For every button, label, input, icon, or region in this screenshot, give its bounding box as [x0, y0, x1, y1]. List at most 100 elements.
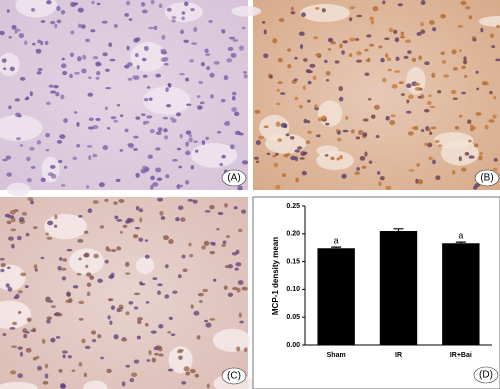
- nucleus: [148, 350, 152, 356]
- nucleus: [473, 143, 479, 148]
- nucleus: [40, 40, 44, 46]
- nucleus: [269, 74, 273, 79]
- nucleus: [414, 86, 421, 91]
- nucleus: [237, 185, 243, 191]
- lumen: [143, 86, 191, 115]
- nucleus: [429, 131, 433, 135]
- nucleus: [78, 318, 84, 321]
- nucleus: [87, 126, 94, 130]
- nucleus: [275, 121, 281, 127]
- nucleus: [145, 300, 150, 304]
- nucleus: [408, 169, 415, 172]
- nucleus: [200, 62, 205, 67]
- nucleus: [60, 63, 67, 69]
- nucleus: [306, 120, 311, 124]
- nucleus: [137, 319, 142, 325]
- nucleus: [167, 368, 174, 372]
- y-axis-label: MCP-1 density mean: [271, 237, 280, 315]
- nucleus: [458, 156, 462, 162]
- nucleus: [113, 119, 119, 123]
- nucleus: [91, 0, 95, 5]
- nucleus: [186, 103, 192, 106]
- nucleus: [10, 217, 16, 223]
- nucleus: [183, 366, 190, 372]
- nucleus: [231, 95, 236, 101]
- nucleus: [364, 72, 370, 77]
- nucleus: [178, 355, 183, 360]
- nucleus: [290, 6, 295, 11]
- nucleus: [369, 16, 375, 21]
- nucleus: [24, 284, 29, 289]
- bar: [317, 248, 355, 345]
- nucleus: [313, 104, 318, 109]
- nucleus: [108, 42, 112, 47]
- nucleus: [172, 290, 178, 294]
- nucleus: [125, 311, 130, 316]
- nucleus: [272, 155, 277, 158]
- nucleus: [345, 115, 349, 120]
- nucleus: [31, 8, 36, 12]
- nucleus: [254, 109, 261, 114]
- nucleus: [468, 15, 473, 20]
- x-tick-label: IR: [395, 352, 402, 359]
- lumen: [300, 4, 350, 22]
- nucleus: [90, 29, 96, 33]
- nucleus: [190, 304, 194, 309]
- nucleus: [128, 18, 133, 21]
- nucleus: [407, 131, 414, 136]
- nucleus: [144, 323, 149, 327]
- nucleus: [454, 125, 460, 130]
- nucleus: [82, 54, 87, 60]
- nucleus: [140, 2, 146, 7]
- nucleus: [151, 357, 157, 363]
- nucleus: [152, 182, 159, 187]
- nucleus: [153, 25, 158, 31]
- nucleus: [10, 370, 17, 375]
- nucleus: [32, 42, 36, 46]
- nucleus: [146, 86, 151, 89]
- nucleus: [193, 140, 198, 143]
- nucleus: [149, 128, 155, 134]
- nucleus: [92, 56, 99, 60]
- nucleus: [133, 135, 139, 139]
- nucleus: [83, 230, 89, 234]
- nucleus: [349, 6, 356, 10]
- nucleus: [185, 150, 191, 156]
- nucleus: [429, 105, 436, 109]
- nucleus: [6, 266, 11, 270]
- nucleus: [125, 261, 130, 267]
- nucleus: [172, 158, 178, 162]
- nucleus: [83, 372, 87, 378]
- nucleus: [205, 136, 209, 140]
- x-tick-label: IR+Bai: [450, 352, 472, 359]
- nucleus: [440, 13, 446, 19]
- nucleus: [216, 130, 222, 134]
- nucleus: [205, 322, 212, 328]
- nucleus: [198, 80, 204, 85]
- nucleus: [277, 138, 283, 143]
- nucleus: [7, 286, 13, 292]
- nucleus: [73, 71, 80, 75]
- nucleus: [37, 365, 43, 371]
- nucleus: [414, 82, 421, 86]
- nucleus: [125, 364, 131, 368]
- nucleus: [146, 115, 153, 119]
- nucleus: [158, 353, 164, 357]
- nucleus: [116, 219, 123, 222]
- nucleus: [180, 217, 186, 222]
- nucleus: [35, 48, 42, 54]
- nucleus: [188, 137, 193, 143]
- nucleus: [263, 53, 269, 59]
- nucleus: [305, 140, 311, 145]
- nucleus: [385, 53, 389, 58]
- nucleus: [109, 320, 113, 325]
- nucleus: [126, 45, 130, 51]
- nucleus: [426, 100, 432, 106]
- nucleus: [177, 349, 184, 352]
- nucleus: [290, 11, 296, 15]
- nucleus: [432, 159, 436, 165]
- nucleus: [324, 59, 328, 64]
- nucleus: [234, 111, 240, 117]
- nucleus: [36, 71, 42, 75]
- nucleus: [394, 37, 400, 43]
